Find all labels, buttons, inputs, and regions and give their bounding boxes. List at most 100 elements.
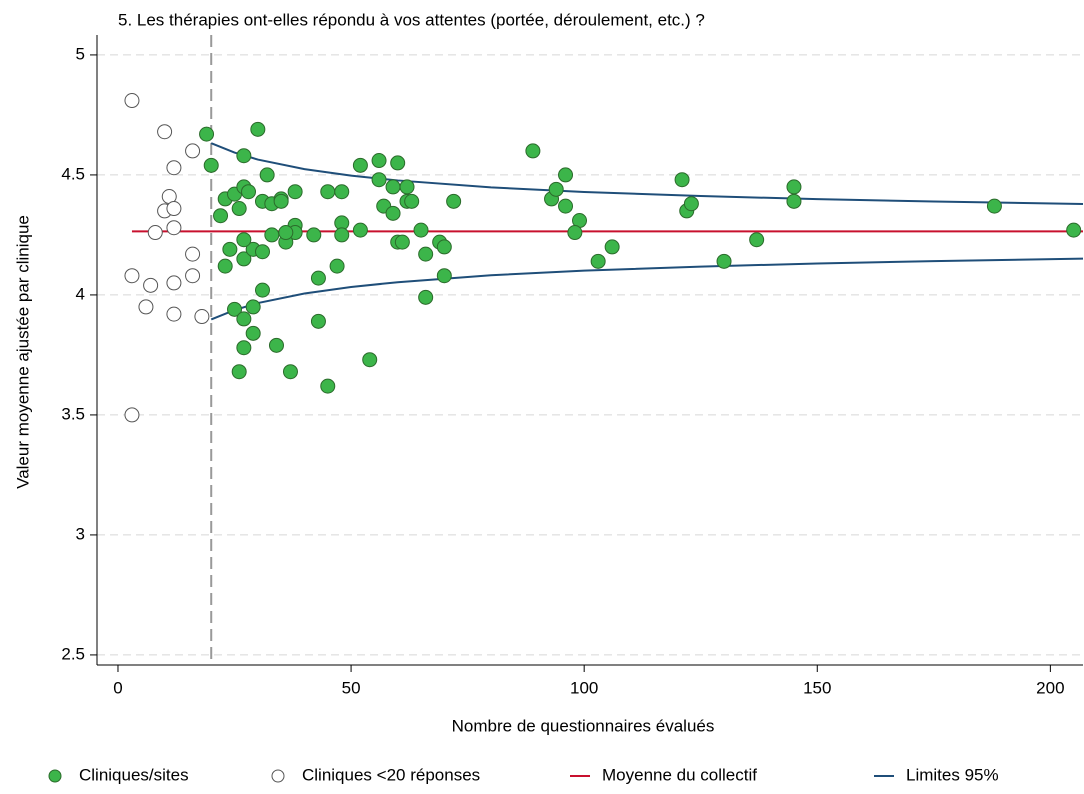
point bbox=[371, 153, 387, 169]
x-tick-label: 200 bbox=[1036, 678, 1064, 697]
point bbox=[786, 179, 802, 195]
point bbox=[245, 325, 261, 341]
point bbox=[203, 157, 219, 173]
point bbox=[749, 232, 765, 248]
point bbox=[185, 143, 201, 159]
point bbox=[236, 340, 252, 356]
point bbox=[217, 258, 233, 274]
point bbox=[241, 184, 257, 200]
point bbox=[567, 225, 583, 241]
point bbox=[157, 124, 173, 140]
point bbox=[282, 364, 298, 380]
point bbox=[268, 337, 284, 353]
point bbox=[236, 251, 252, 267]
x-tick-label: 100 bbox=[570, 678, 598, 697]
point bbox=[222, 241, 238, 257]
point bbox=[199, 126, 215, 142]
point bbox=[385, 179, 401, 195]
point bbox=[352, 222, 368, 238]
point bbox=[413, 222, 429, 238]
point bbox=[124, 268, 140, 284]
point bbox=[320, 378, 336, 394]
y-tick-label: 4.5 bbox=[61, 164, 85, 183]
point bbox=[166, 201, 182, 217]
legend-marker bbox=[48, 769, 62, 783]
point bbox=[236, 232, 252, 248]
point bbox=[683, 196, 699, 212]
x-tick-label: 0 bbox=[113, 678, 122, 697]
point bbox=[278, 225, 294, 241]
point bbox=[236, 311, 252, 327]
point bbox=[213, 208, 229, 224]
x-tick-label: 150 bbox=[803, 678, 831, 697]
point bbox=[254, 244, 270, 260]
point bbox=[259, 167, 275, 183]
point bbox=[185, 268, 201, 284]
point bbox=[310, 270, 326, 286]
point bbox=[231, 364, 247, 380]
point bbox=[138, 299, 154, 315]
chart-title: 5. Les thérapies ont-elles répondu à vos… bbox=[118, 10, 705, 29]
point bbox=[404, 193, 420, 209]
legend-label: Cliniques/sites bbox=[79, 765, 189, 784]
point bbox=[124, 407, 140, 423]
point bbox=[306, 227, 322, 243]
point bbox=[558, 198, 574, 214]
point bbox=[604, 239, 620, 255]
point bbox=[250, 121, 266, 137]
point bbox=[320, 184, 336, 200]
legend-label: Cliniques <20 réponses bbox=[302, 765, 480, 784]
point bbox=[986, 198, 1002, 214]
point bbox=[334, 184, 350, 200]
y-tick-label: 4 bbox=[76, 284, 85, 303]
point bbox=[418, 289, 434, 305]
legend-marker bbox=[271, 769, 285, 783]
point bbox=[394, 234, 410, 250]
y-tick-label: 5 bbox=[76, 44, 85, 63]
x-axis-label: Nombre de questionnaires évalués bbox=[452, 716, 715, 735]
point bbox=[362, 352, 378, 368]
point bbox=[418, 246, 434, 262]
point bbox=[124, 93, 140, 109]
y-tick-label: 3.5 bbox=[61, 404, 85, 423]
y-tick-label: 2.5 bbox=[61, 644, 85, 663]
point bbox=[236, 148, 252, 164]
y-tick-label: 3 bbox=[76, 524, 85, 543]
point bbox=[590, 253, 606, 269]
legend-label: Moyenne du collectif bbox=[602, 765, 757, 784]
point bbox=[310, 313, 326, 329]
point bbox=[329, 258, 345, 274]
point bbox=[674, 172, 690, 188]
point bbox=[786, 193, 802, 209]
point bbox=[245, 299, 261, 315]
point bbox=[436, 268, 452, 284]
point bbox=[166, 220, 182, 236]
point bbox=[287, 184, 303, 200]
point bbox=[227, 301, 243, 317]
point bbox=[143, 277, 159, 293]
point bbox=[352, 157, 368, 173]
point bbox=[166, 160, 182, 176]
point bbox=[264, 227, 280, 243]
point bbox=[371, 172, 387, 188]
point bbox=[273, 193, 289, 209]
point bbox=[1066, 222, 1082, 238]
point bbox=[436, 239, 452, 255]
point bbox=[166, 275, 182, 291]
y-axis-label: Valeur moyenne ajustée par clinique bbox=[13, 215, 32, 489]
point bbox=[716, 253, 732, 269]
point bbox=[166, 306, 182, 322]
point bbox=[385, 205, 401, 221]
point bbox=[334, 227, 350, 243]
limit-upper bbox=[210, 142, 1084, 205]
point bbox=[147, 225, 163, 241]
point bbox=[254, 282, 270, 298]
point bbox=[558, 167, 574, 183]
point bbox=[548, 181, 564, 197]
point bbox=[231, 201, 247, 217]
point bbox=[525, 143, 541, 159]
point bbox=[399, 179, 415, 195]
point bbox=[194, 309, 210, 325]
